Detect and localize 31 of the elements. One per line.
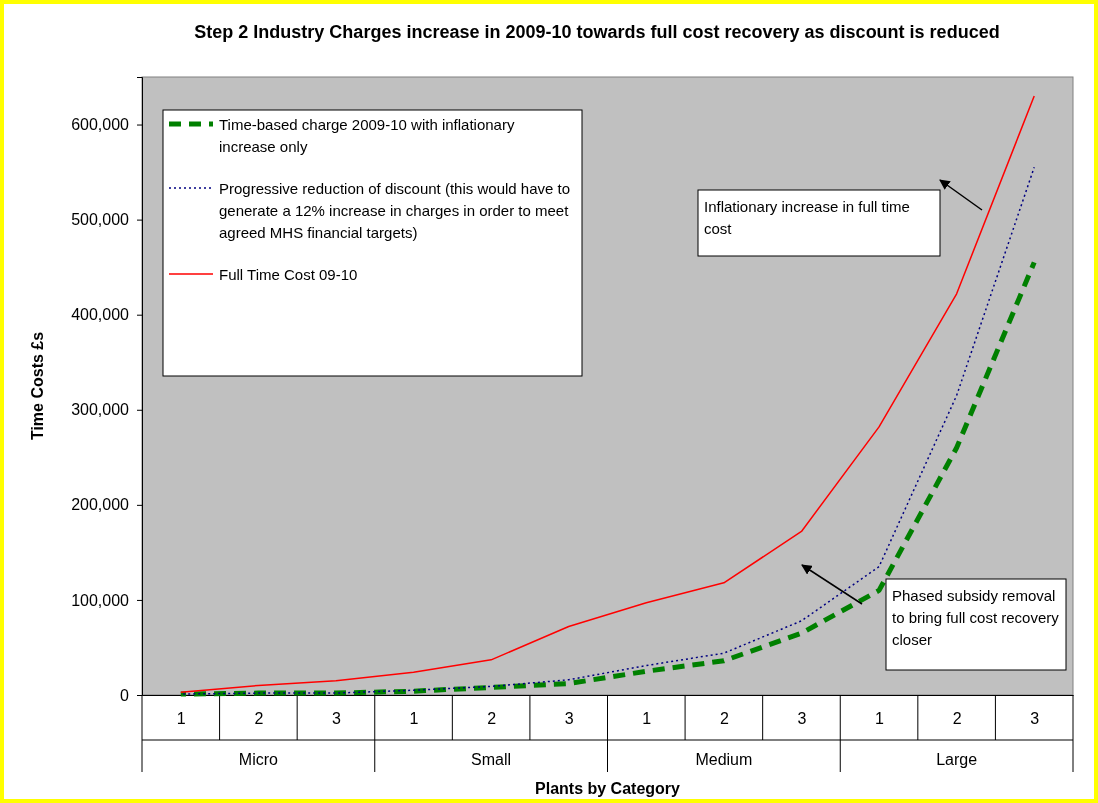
- x-tick-label: 2: [719, 710, 729, 728]
- x-tick-label: 1: [409, 710, 419, 728]
- y-tick-label: 500,000: [71, 211, 130, 229]
- text: Large: [936, 751, 978, 768]
- text: Micro: [238, 751, 279, 768]
- x-tick-label: 1: [875, 710, 885, 728]
- y-tick-label: 600,000: [71, 116, 130, 134]
- text: Small: [471, 751, 512, 768]
- x-tick-label: 2: [487, 710, 497, 728]
- x-axis-title: Plants by Category: [535, 780, 681, 797]
- x-tick-label: 2: [952, 710, 962, 728]
- annotation: Inflationary increase in full time cost: [704, 198, 910, 237]
- y-tick-label: 200,000: [71, 496, 130, 514]
- legend-label: Time-based charge 2009-10 with inflationary increase only: [219, 116, 515, 155]
- y-axis-title: Time Costs £s: [29, 331, 46, 441]
- text: Medium: [695, 751, 753, 768]
- legend-label: Progressive reduction of discount (this would have to generate a 12% increase in charges in order to meet agreed MHS financial targets): [219, 180, 571, 241]
- x-tick-label: 3: [1030, 710, 1040, 728]
- x-tick-label: 2: [254, 710, 264, 728]
- x-tick-label: 1: [642, 710, 652, 728]
- x-tick-label: 3: [797, 710, 807, 728]
- y-tick-label: 100,000: [71, 591, 130, 609]
- chart-title: Step 2 Industry Charges increase in 2009-10 towards full cost recovery as discount is reduced: [194, 22, 1000, 42]
- y-tick-label: 400,000: [71, 306, 130, 324]
- y-tick-label: 300,000: [71, 401, 130, 419]
- y-tick-label: 0: [120, 686, 130, 704]
- annotation: Phased subsidy removal to bring full cost recovery closer: [892, 587, 1060, 648]
- x-tick-label: 3: [332, 710, 342, 728]
- x-tick-label: 3: [564, 710, 574, 728]
- legend-label: Full Time Cost 09-10: [219, 266, 358, 283]
- x-tick-label: 1: [176, 710, 186, 728]
